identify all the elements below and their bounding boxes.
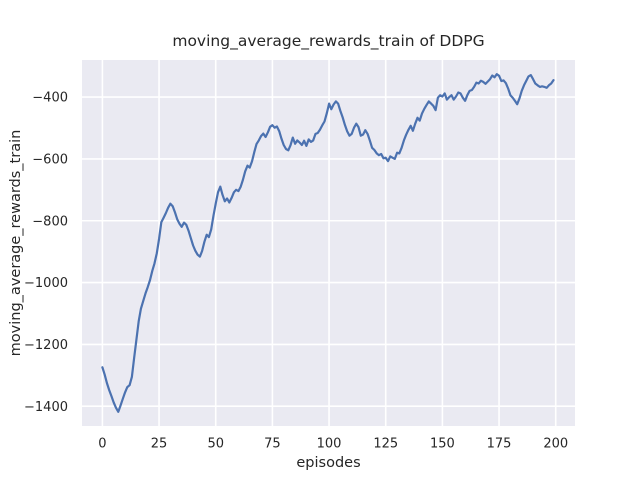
x-axis-label: episodes <box>296 455 361 471</box>
y-tick-label: −600 <box>32 152 68 167</box>
x-tick-label: 25 <box>151 437 168 452</box>
y-tick-label: −1400 <box>24 400 68 415</box>
chart-title: moving_average_rewards_train of DDPG <box>172 32 485 50</box>
series-line <box>101 73 555 413</box>
y-tick-label: −1200 <box>24 338 68 353</box>
x-tick-label: 75 <box>264 437 281 452</box>
y-tick-label: −800 <box>32 214 68 229</box>
x-tick-label: 200 <box>543 437 568 452</box>
x-tick-label: 100 <box>317 437 342 452</box>
x-tick-label: 0 <box>98 437 106 452</box>
x-tick-label: 150 <box>430 437 455 452</box>
x-tick-label: 50 <box>207 437 224 452</box>
y-tick-label: −400 <box>32 91 68 106</box>
y-tick-label: −1000 <box>24 276 68 291</box>
x-tick-label: 175 <box>487 437 512 452</box>
x-tick-label: 125 <box>373 437 398 452</box>
y-axis-label: moving_average_rewards_train <box>8 129 24 357</box>
